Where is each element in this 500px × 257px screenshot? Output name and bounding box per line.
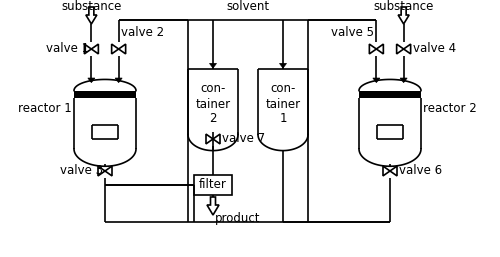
Text: con-
tainer
1: con- tainer 1 [266, 82, 300, 125]
Bar [74, 91, 136, 98]
Polygon shape [400, 78, 407, 82]
Bar [194, 175, 232, 195]
Text: product: product [215, 212, 260, 225]
Polygon shape [398, 7, 409, 24]
Bar [359, 91, 421, 98]
Text: solvent: solvent [226, 0, 270, 13]
Text: valve 2: valve 2 [120, 26, 164, 39]
Text: valve 5: valve 5 [332, 26, 374, 39]
Text: reactor 2: reactor 2 [423, 103, 477, 115]
Text: valve 1: valve 1 [46, 42, 90, 56]
Text: filter: filter [199, 179, 227, 191]
Text: substance: substance [61, 0, 122, 13]
Text: valve 7: valve 7 [222, 133, 265, 145]
Text: valve 6: valve 6 [399, 164, 442, 178]
Text: substance: substance [374, 0, 434, 13]
Polygon shape [373, 78, 380, 82]
Polygon shape [86, 7, 97, 24]
Polygon shape [210, 63, 216, 68]
Text: reactor 1: reactor 1 [18, 103, 72, 115]
Polygon shape [207, 197, 219, 215]
Polygon shape [115, 78, 122, 82]
Text: valve 3: valve 3 [60, 164, 103, 178]
Polygon shape [280, 63, 286, 68]
Polygon shape [88, 78, 95, 82]
Text: valve 4: valve 4 [412, 42, 456, 56]
Text: con-
tainer
2: con- tainer 2 [196, 82, 230, 125]
